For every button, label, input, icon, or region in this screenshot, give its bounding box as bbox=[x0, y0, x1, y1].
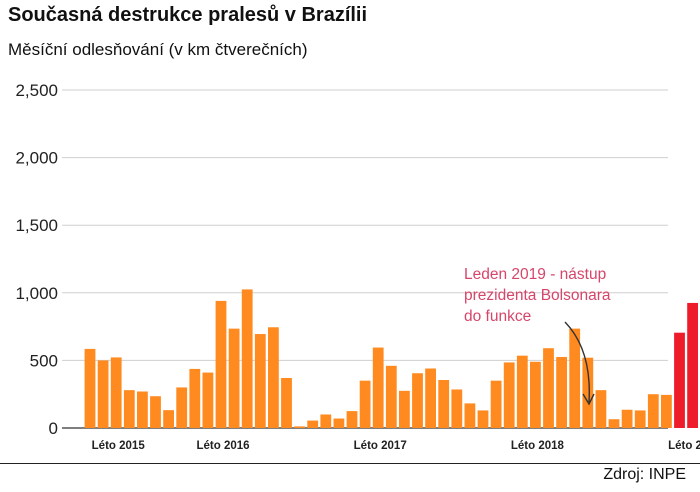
bar bbox=[595, 390, 607, 428]
bar bbox=[189, 368, 201, 428]
x-tick-label: Léto 2018 bbox=[511, 440, 565, 452]
bar bbox=[503, 362, 515, 428]
bar bbox=[569, 328, 581, 428]
bar bbox=[477, 410, 489, 428]
bar bbox=[399, 390, 410, 428]
bar bbox=[530, 361, 541, 428]
bar bbox=[425, 368, 436, 428]
annotation-arrowhead bbox=[582, 393, 595, 406]
bar bbox=[543, 348, 554, 428]
y-tick-label: 1,500 bbox=[15, 216, 58, 235]
x-tick-label: Léto 2017 bbox=[354, 440, 407, 452]
bar bbox=[84, 348, 96, 428]
bar bbox=[215, 300, 227, 428]
x-tick-label: Léto 2016 bbox=[196, 440, 249, 452]
bar bbox=[582, 357, 594, 428]
chart-title: Současná destrukce pralesů v Brazílii bbox=[8, 4, 368, 26]
bar bbox=[202, 372, 214, 428]
chart-subtitle: Měsíční odlesňování (v km čtverečních) bbox=[8, 40, 308, 59]
bar bbox=[150, 396, 161, 428]
bar bbox=[110, 357, 122, 428]
y-tick-label: 500 bbox=[30, 351, 58, 370]
bar bbox=[333, 418, 345, 428]
bar bbox=[241, 289, 253, 428]
bar bbox=[176, 387, 188, 428]
bar bbox=[346, 411, 358, 428]
source-note: Zdroj: INPE bbox=[603, 466, 686, 483]
bar bbox=[385, 365, 397, 428]
bar bbox=[97, 360, 109, 428]
annotation-bolsonaro: Leden 2019 - nástup prezidenta Bolsonara… bbox=[464, 264, 684, 327]
bar bbox=[621, 409, 633, 428]
bar bbox=[464, 403, 476, 428]
bar bbox=[556, 357, 567, 428]
bar bbox=[438, 380, 450, 428]
bar bbox=[254, 334, 266, 428]
x-tick-label: Léto 2019 bbox=[668, 440, 700, 452]
bar bbox=[674, 332, 685, 428]
bar bbox=[137, 391, 148, 428]
annotation-arrow bbox=[564, 321, 590, 403]
annotation-line-2: prezidenta Bolsonara bbox=[464, 287, 611, 304]
bar bbox=[281, 377, 292, 428]
footer-divider bbox=[0, 463, 700, 464]
bar bbox=[372, 347, 384, 428]
bar-chart: 0 500 1,000 1,500 2,000 2,500 Léto 2015 Léto 20… bbox=[15, 81, 700, 452]
annotation-line-1: Leden 2019 - nástup bbox=[464, 266, 607, 283]
bar bbox=[451, 389, 463, 428]
bar bbox=[320, 414, 332, 428]
bar bbox=[516, 355, 528, 428]
y-tick-label: 1,000 bbox=[15, 284, 58, 303]
bar bbox=[123, 390, 135, 428]
bar bbox=[661, 394, 672, 428]
bar bbox=[608, 419, 620, 428]
x-tick-label: Léto 2015 bbox=[92, 440, 146, 452]
bar bbox=[359, 380, 371, 428]
bar bbox=[647, 394, 659, 428]
bar bbox=[163, 410, 174, 428]
bar bbox=[228, 328, 240, 428]
bar bbox=[268, 327, 279, 428]
bar bbox=[687, 302, 698, 428]
annotation-line-3: do funkce bbox=[464, 308, 532, 325]
y-tick-label: 0 bbox=[49, 419, 58, 438]
bar bbox=[490, 380, 502, 428]
bar bbox=[412, 373, 423, 428]
bar bbox=[634, 410, 646, 428]
bar bbox=[307, 420, 319, 428]
y-tick-label: 2,500 bbox=[15, 81, 58, 100]
y-tick-label: 2,000 bbox=[15, 149, 58, 168]
bar bbox=[294, 426, 305, 428]
